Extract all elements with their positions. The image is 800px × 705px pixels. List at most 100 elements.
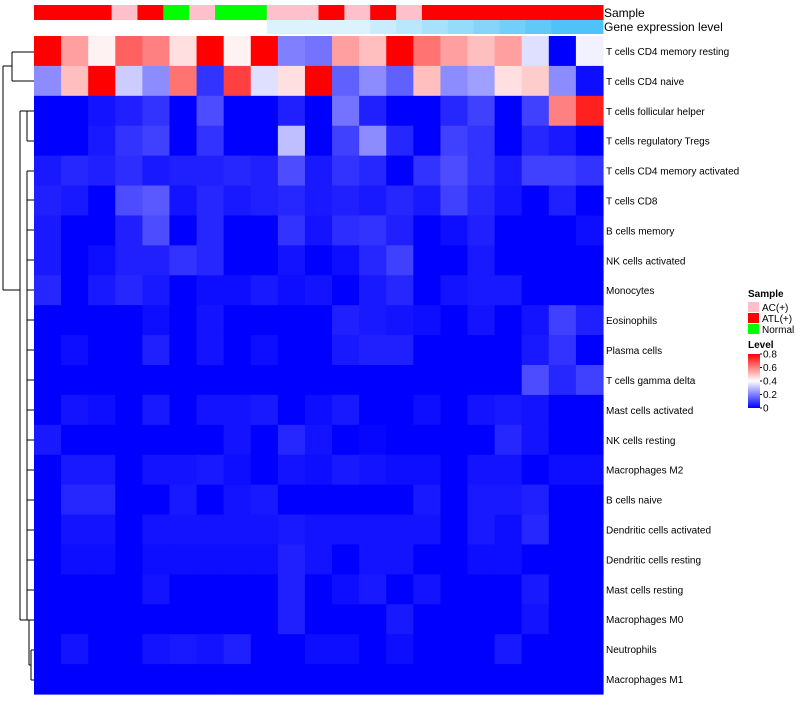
- heatmap-cell: [223, 185, 252, 217]
- heatmap-cell: [440, 65, 469, 97]
- heatmap-cell: [359, 394, 387, 426]
- heatmap-cell: [413, 365, 442, 396]
- heatmap-cell: [250, 245, 279, 276]
- heatmap-cell: [521, 95, 550, 127]
- heatmap-cell: [359, 365, 387, 396]
- heatmap-cell: [115, 634, 143, 665]
- row-label: T cells CD8: [606, 197, 658, 208]
- heatmap-cell: [575, 574, 604, 605]
- heatmap-cell: [34, 305, 62, 336]
- heatmap-cell: [223, 424, 252, 456]
- heatmap-cell: [494, 604, 523, 635]
- heatmap-cell: [413, 305, 442, 336]
- heatmap-cell: [413, 155, 442, 187]
- annotation-label-sample: Sample: [604, 6, 645, 20]
- heatmap-cell: [386, 215, 414, 246]
- heatmap-cell: [277, 604, 306, 635]
- heatmap-cell: [332, 664, 360, 695]
- heatmap-cell: [88, 394, 116, 426]
- heatmap-cell: [386, 664, 414, 695]
- heatmap-cell: [494, 634, 523, 665]
- heatmap-cell: [115, 275, 143, 306]
- heatmap-cell: [332, 544, 360, 575]
- heatmap-cell: [548, 65, 577, 97]
- heatmap-cell: [548, 574, 577, 605]
- heatmap-cell: [467, 275, 496, 306]
- heatmap-cell: [61, 664, 89, 695]
- heatmap-cell: [250, 125, 279, 157]
- heatmap-cell: [548, 514, 577, 546]
- heatmap-cell: [304, 664, 333, 695]
- expression-annotation-cell: [551, 20, 578, 34]
- heatmap-cell: [34, 634, 62, 665]
- heatmap-cell: [467, 245, 496, 276]
- sample-annotation-cell: [577, 5, 604, 20]
- heatmap-cell: [250, 424, 279, 456]
- heatmap-cell: [521, 215, 550, 246]
- heatmap-cell: [440, 514, 469, 546]
- heatmap-cell: [332, 394, 360, 426]
- sample-annotation-cell: [240, 5, 268, 20]
- heatmap-cell: [277, 65, 306, 97]
- heatmap-cell: [88, 604, 116, 635]
- heatmap-cell: [196, 275, 225, 306]
- heatmap-cell: [359, 335, 387, 366]
- heatmap-cell: [467, 215, 496, 246]
- heatmap-cell: [61, 95, 89, 127]
- heatmap-cell: [250, 305, 279, 336]
- heatmap-cell: [575, 185, 604, 217]
- heatmap-cell: [413, 634, 442, 665]
- heatmap-cell: [521, 604, 550, 635]
- heatmap-cell: [413, 484, 442, 516]
- heatmap-cell: [115, 394, 143, 426]
- heatmap-cell: [548, 215, 577, 246]
- heatmap-cell: [359, 275, 387, 306]
- row-label: Macrophages M1: [606, 675, 684, 686]
- heatmap-cell: [386, 634, 414, 665]
- heatmap-cell: [61, 245, 89, 276]
- heatmap-cell: [548, 484, 577, 516]
- heatmap-cell: [34, 65, 62, 97]
- sample-annotation-cell: [525, 5, 552, 20]
- row-label: Eosinophils: [606, 316, 657, 327]
- heatmap-cell: [142, 514, 171, 546]
- heatmap-cell: [250, 65, 279, 97]
- heatmap-cell: [196, 544, 225, 575]
- heatmap-cell: [332, 484, 360, 516]
- heatmap-cell: [494, 245, 523, 276]
- heatmap-cell: [332, 245, 360, 276]
- heatmap-cell: [413, 36, 442, 67]
- heatmap-cell: [196, 185, 225, 217]
- heatmap-cell: [413, 424, 442, 456]
- heatmap-cell: [115, 574, 143, 605]
- legend-swatch: [748, 313, 759, 323]
- heatmap-cell: [386, 365, 414, 396]
- heatmap-cell: [332, 36, 360, 67]
- heatmap-cell: [169, 365, 198, 396]
- heatmap-cell: [359, 65, 387, 97]
- heatmap-cell: [142, 36, 171, 67]
- heatmap-cell: [61, 305, 89, 336]
- heatmap-cell: [34, 275, 62, 306]
- heatmap-cell: [332, 215, 360, 246]
- expression-annotation-cell: [447, 20, 475, 34]
- heatmap-cell: [521, 484, 550, 516]
- heatmap-cell: [440, 604, 469, 635]
- row-label: T cells CD4 memory resting: [606, 47, 729, 58]
- heatmap-cell: [548, 95, 577, 127]
- expression-annotation-cell: [318, 20, 345, 34]
- heatmap-cell: [88, 634, 116, 665]
- heatmap-cell: [494, 215, 523, 246]
- heatmap-cell: [277, 185, 306, 217]
- heatmap-cell: [467, 484, 496, 516]
- heatmap-cell: [521, 305, 550, 336]
- heatmap-cell: [115, 215, 143, 246]
- heatmap-cell: [142, 604, 171, 635]
- heatmap-cell: [34, 245, 62, 276]
- heatmap-cell: [169, 245, 198, 276]
- expression-annotation-cell: [34, 20, 61, 34]
- heatmap-cell: [277, 664, 306, 695]
- heatmap-cell: [250, 275, 279, 306]
- heatmap-cell: [575, 335, 604, 366]
- heatmap-cell: [88, 424, 116, 456]
